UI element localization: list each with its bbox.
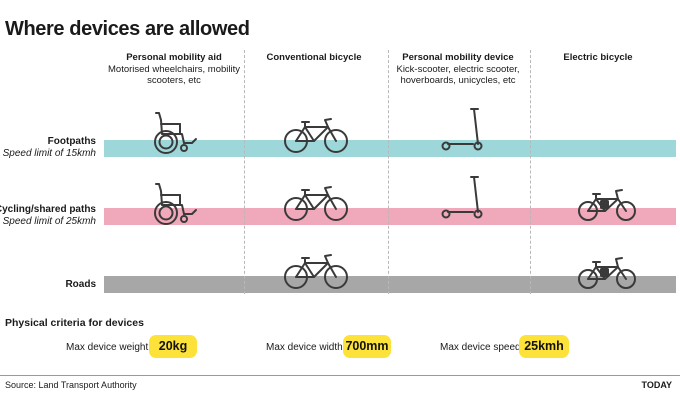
- page-title: Where devices are allowed: [5, 18, 250, 40]
- criteria-label-width: Max device width: [266, 342, 343, 353]
- kick-scooter-icon: [441, 176, 483, 219]
- column-title: Electric bicycle: [563, 52, 633, 63]
- row-speed-limit: Speed limit of 25kmh: [2, 216, 96, 227]
- bicycle-icon: [284, 118, 348, 153]
- column-title: Conventional bicycle: [266, 52, 362, 63]
- row-label-cycling-paths: Cycling/shared paths Speed limit of 25km…: [0, 204, 96, 228]
- criteria-label-speed: Max device speed: [440, 342, 521, 353]
- column-header-pmd: Personal mobility device Kick-scooter, e…: [388, 52, 528, 87]
- row-title: Cycling/shared paths: [0, 204, 96, 215]
- column-description: Kick-scooter, electric scooter, hoverboa…: [396, 63, 520, 87]
- footpath-band: [104, 140, 676, 157]
- row-label-roads: Roads: [65, 279, 96, 291]
- column-title: Personal mobility device: [402, 52, 514, 63]
- column-description: Motorised wheelchairs, mobility scooters…: [108, 63, 240, 87]
- brand-logo: TODAY: [641, 380, 672, 390]
- wheelchair-icon: [154, 112, 197, 154]
- cycling-path-band: [104, 208, 676, 225]
- criteria-value-speed: 25kmh: [519, 335, 569, 358]
- bicycle-icon: [284, 254, 348, 289]
- column-header-mobility-aid: Personal mobility aid Motorised wheelcha…: [104, 52, 244, 87]
- electric-bicycle-icon: [578, 189, 636, 221]
- row-speed-limit: Speed limit of 15kmh: [2, 148, 96, 159]
- footer-divider: [0, 375, 680, 376]
- row-title: Footpaths: [47, 136, 96, 147]
- column-header-bicycle: Conventional bicycle: [244, 52, 384, 64]
- row-title: Roads: [65, 279, 96, 290]
- criteria-value-width: 700mm: [343, 335, 391, 358]
- column-divider: [244, 50, 245, 294]
- column-header-ebike: Electric bicycle: [528, 52, 668, 64]
- column-divider: [530, 50, 531, 294]
- criteria-value-weight: 20kg: [149, 335, 197, 358]
- kick-scooter-icon: [441, 108, 483, 151]
- row-label-footpaths: Footpaths Speed limit of 15kmh: [3, 136, 96, 160]
- electric-bicycle-icon: [578, 257, 636, 289]
- criteria-title: Physical criteria for devices: [5, 317, 144, 329]
- road-band: [104, 276, 676, 293]
- column-title: Personal mobility aid: [126, 52, 222, 63]
- bicycle-icon: [284, 186, 348, 221]
- wheelchair-icon: [154, 183, 197, 225]
- criteria-label-weight: Max device weight: [66, 342, 149, 353]
- column-divider: [388, 50, 389, 294]
- source-credit: Source: Land Transport Authority: [5, 380, 137, 390]
